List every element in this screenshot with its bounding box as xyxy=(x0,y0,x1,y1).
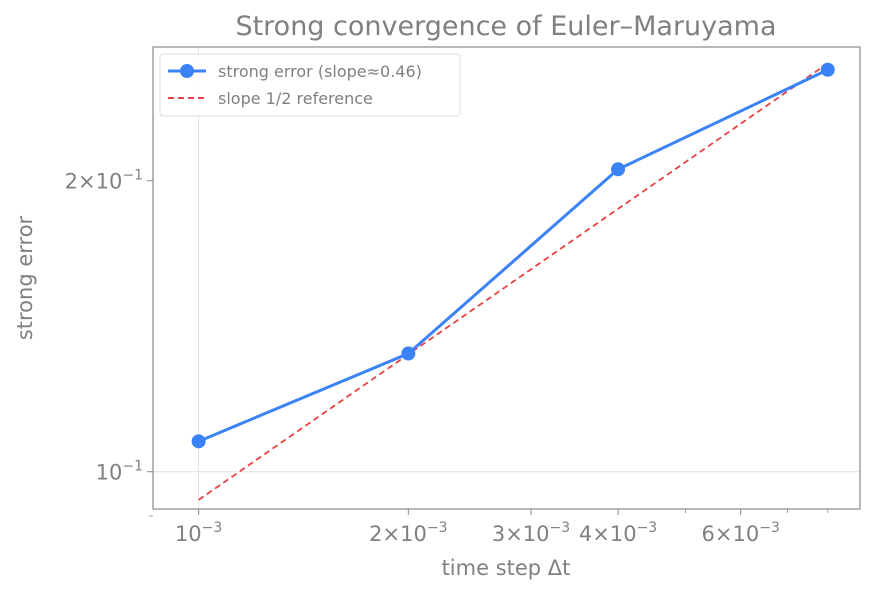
x-axis-label: time step Δt xyxy=(442,556,571,580)
strong-error-point xyxy=(401,346,416,361)
grid-lines xyxy=(153,47,860,509)
strong-error-line xyxy=(198,68,829,443)
plot-frame xyxy=(152,46,861,510)
strong-error-point xyxy=(191,434,206,449)
x-tick-label: 2×10−3 xyxy=(369,520,447,546)
y-axis-label: strong error xyxy=(13,215,37,340)
reference-line xyxy=(198,62,829,501)
legend-marker-strong-error xyxy=(180,64,194,78)
legend-label-reference: slope 1/2 reference xyxy=(218,89,373,108)
legend-box xyxy=(159,53,461,117)
x-tick-label: 4×10−3 xyxy=(579,520,657,546)
legend-label-strong-error: strong error (slope≈0.46) xyxy=(218,62,422,81)
legend: strong error (slope≈0.46) slope 1/2 refe… xyxy=(159,53,461,117)
x-tick-label: 3×10−3 xyxy=(492,520,570,546)
chart-title: Strong convergence of Euler–Maruyama xyxy=(235,11,776,42)
y-tick-label: 2×10−1 xyxy=(65,168,143,194)
strong-error-point xyxy=(820,62,835,77)
axis-ticks: 10−3 2×10−3 3×10−3 4×10−3 6×10−3 10−1 2×10−1 xyxy=(65,168,829,546)
y-tick-label: 10−1 xyxy=(96,459,143,485)
strong-error-point xyxy=(611,162,626,177)
x-tick-label: 10−3 xyxy=(175,520,222,546)
x-tick-label: 6×10−3 xyxy=(702,520,780,546)
series-layer xyxy=(191,62,835,501)
